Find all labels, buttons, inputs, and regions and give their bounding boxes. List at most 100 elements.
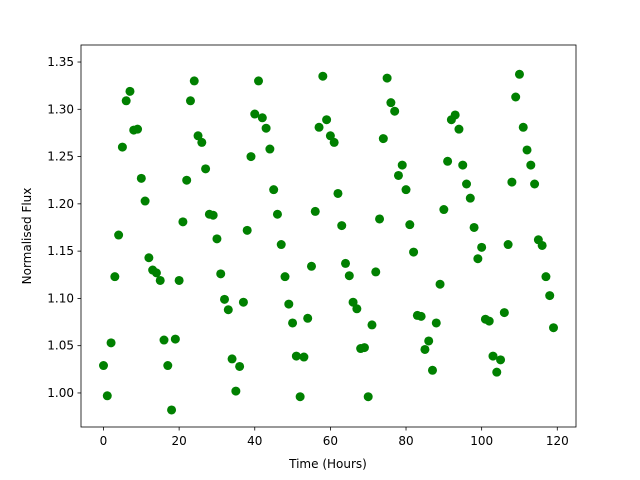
scatter-point [492, 367, 502, 377]
x-tick-label: 100 [470, 434, 493, 448]
scatter-point [303, 313, 313, 323]
scatter-point [352, 304, 362, 314]
scatter-point [265, 144, 275, 154]
scatter-point [363, 392, 373, 402]
x-tick-label: 60 [323, 434, 338, 448]
y-axis-label: Normalised Flux [20, 188, 34, 285]
scatter-point [435, 279, 445, 289]
scatter-point [359, 343, 369, 353]
scatter-point [337, 221, 347, 231]
scatter-point [136, 173, 146, 183]
x-tick-label: 0 [100, 434, 108, 448]
y-tick-label: 1.20 [47, 197, 74, 211]
scatter-point [427, 365, 437, 375]
scatter-point [121, 96, 131, 106]
scatter-point [530, 179, 540, 189]
scatter-point [390, 106, 400, 116]
scatter-point [454, 124, 464, 134]
scatter-point [322, 115, 332, 125]
scatter-point [197, 137, 207, 147]
scatter-point [341, 258, 351, 268]
scatter-point [549, 323, 558, 333]
scatter-point [276, 240, 286, 250]
scatter-point [310, 206, 320, 216]
scatter-point [537, 240, 547, 250]
scatter-point [201, 164, 211, 174]
scatter-point [541, 272, 551, 282]
y-tick-label: 1.15 [47, 244, 74, 258]
scatter-point [163, 361, 173, 371]
scatter-point [469, 222, 479, 232]
scatter-point [416, 311, 426, 321]
scatter-point [405, 220, 415, 230]
scatter-point [375, 214, 385, 224]
scatter-point [133, 124, 143, 134]
scatter-point [439, 205, 449, 215]
scatter-point [193, 131, 203, 141]
scatter-point [409, 247, 419, 257]
scatter-point [507, 177, 517, 187]
scatter-point [231, 386, 241, 396]
scatter-point [167, 405, 177, 415]
scatter-point [151, 268, 161, 278]
scatter-point [382, 73, 392, 83]
scatter-point [159, 335, 169, 345]
y-tick-label: 1.35 [47, 55, 74, 69]
scatter-point [102, 391, 112, 401]
scatter-point [306, 261, 316, 271]
scatter-point [246, 152, 256, 162]
scatter-point [242, 225, 252, 235]
scatter-point [443, 156, 453, 166]
scatter-point [386, 98, 396, 108]
scatter-point [420, 344, 430, 354]
scatter-point [212, 234, 222, 244]
axes-frame [80, 44, 577, 428]
scatter-point [484, 316, 494, 326]
scatter-point [223, 305, 233, 315]
scatter-point [261, 123, 271, 133]
scatter-point [254, 76, 264, 86]
x-tick-label: 120 [546, 434, 569, 448]
scatter-point [235, 361, 245, 371]
x-axis-label: Time (Hours) [288, 457, 367, 471]
y-tick-label: 1.25 [47, 150, 74, 164]
scatter-point [178, 217, 188, 227]
scatter-point [144, 253, 154, 263]
scatter-point [280, 272, 290, 282]
scatter-point [114, 230, 124, 240]
scatter-point [450, 110, 460, 120]
scatter-point [465, 193, 475, 203]
scatter-point [514, 69, 524, 79]
scatter-point [325, 131, 335, 141]
scatter-point [393, 170, 403, 180]
scatter-point [106, 338, 116, 348]
scatter-point [518, 122, 528, 132]
scatter-point [99, 361, 108, 371]
scatter-point [333, 188, 343, 198]
scatter-point [189, 76, 199, 86]
scatter-point [526, 160, 536, 170]
scatter-point [220, 294, 230, 304]
scatter-point [348, 297, 358, 307]
scatter-point [291, 351, 301, 361]
scatter-point [170, 334, 180, 344]
scatter-point [488, 351, 498, 361]
x-tick-label: 80 [398, 434, 413, 448]
scatter-point [431, 318, 441, 328]
y-tick-label: 1.30 [47, 102, 74, 116]
scatter-point [371, 267, 381, 277]
scatter-point [522, 145, 532, 155]
scatter-point [140, 196, 150, 206]
scatter-point [473, 254, 483, 264]
scatter-point [314, 122, 324, 132]
y-tick-label: 1.00 [47, 386, 74, 400]
scatter-point [216, 269, 226, 279]
y-tick-label: 1.05 [47, 339, 74, 353]
scatter-point [477, 242, 487, 252]
scatter-point [503, 240, 513, 250]
scatter-point [185, 96, 195, 106]
scatter-point [295, 392, 305, 402]
scatter-point [318, 71, 328, 81]
scatter-point [458, 160, 468, 170]
